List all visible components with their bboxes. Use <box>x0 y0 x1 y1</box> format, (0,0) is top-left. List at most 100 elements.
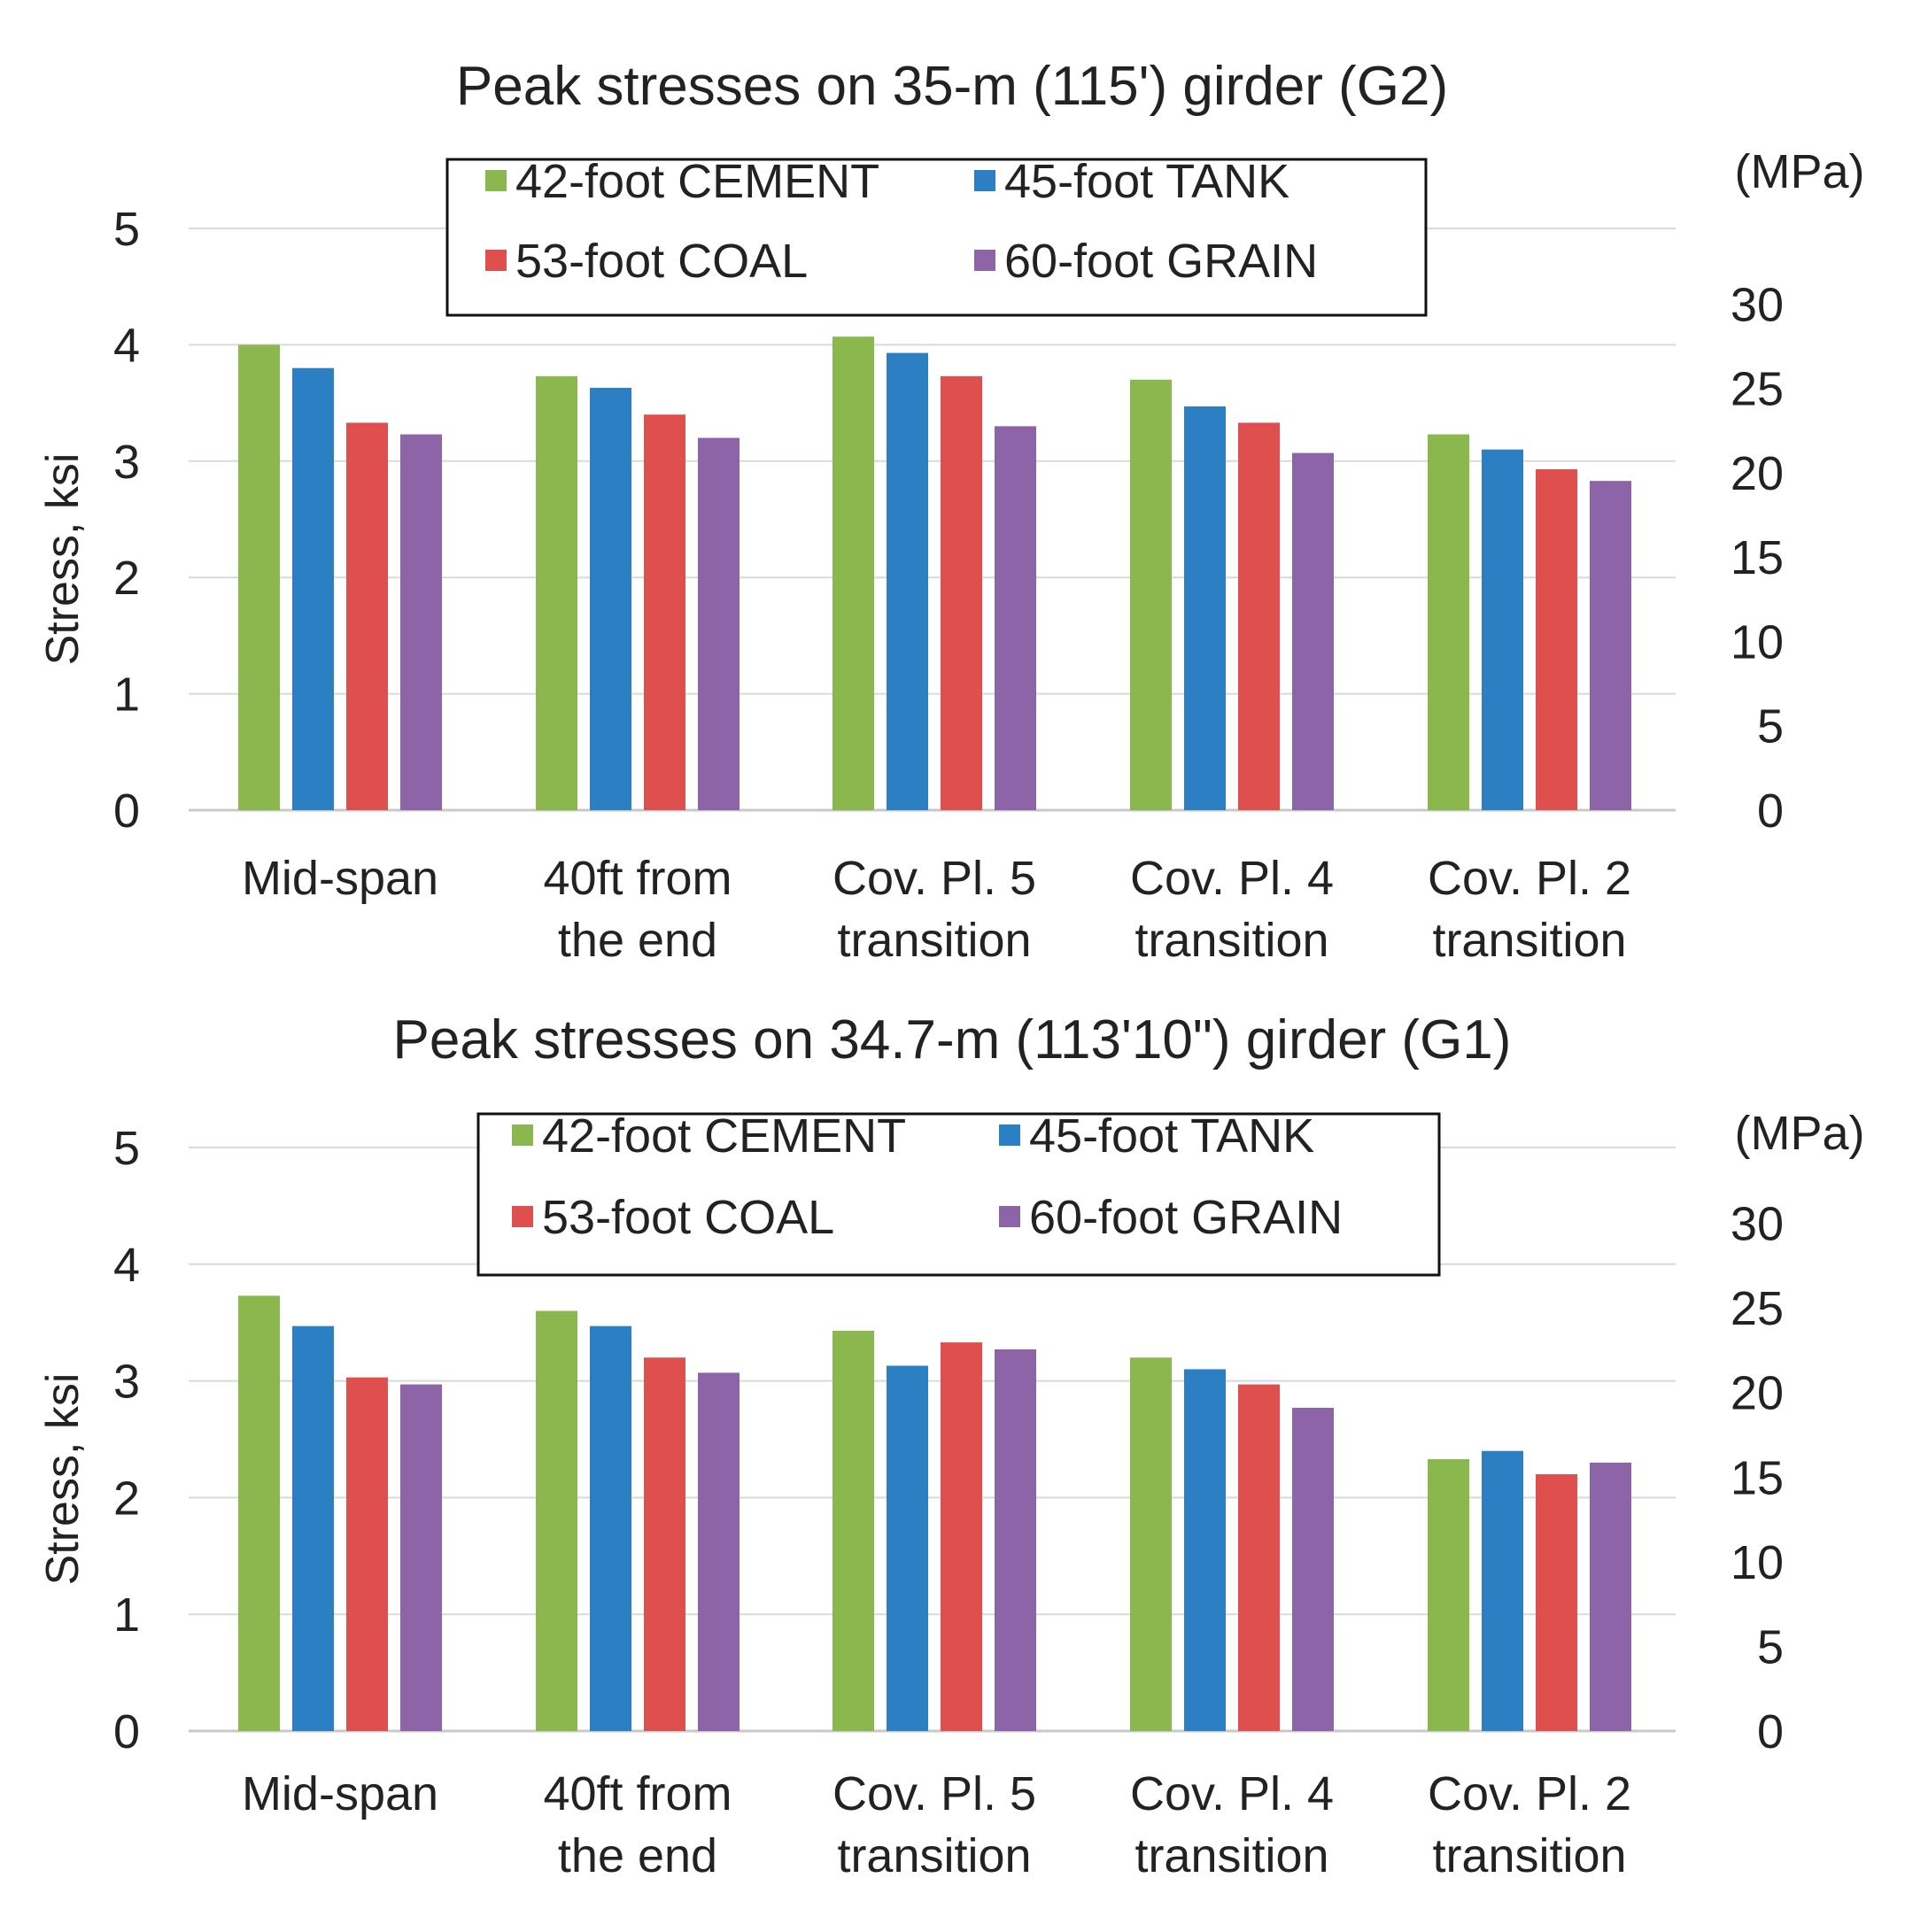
y-tick-label: 1 <box>113 668 140 722</box>
bar-53-foot-coal <box>644 414 685 810</box>
bar-45-foot-tank <box>590 388 631 810</box>
legend-entry-label: 53-foot COAL <box>515 235 808 288</box>
x-category-label: transition <box>1432 914 1626 967</box>
bar-45-foot-tank <box>292 367 334 810</box>
legend-entry-label: 53-foot COAL <box>542 1191 834 1244</box>
legend-entry-label: 60-foot GRAIN <box>1004 235 1318 288</box>
bar-60-foot-grain <box>1292 452 1334 810</box>
chart-panel-2: Peak stresses on 34.7-m (113'10") girder… <box>37 1009 1865 1882</box>
legend: 42-foot CEMENT 45-foot TANK 53-foot COAL 60… <box>445 155 1428 317</box>
x-category-label: Mid-span <box>242 852 438 905</box>
legend-box <box>445 158 1428 317</box>
secondary-axis-unit-label: (MPa) <box>1735 145 1865 198</box>
bar-45-foot-tank <box>1482 1450 1523 1731</box>
bar-45-foot-tank <box>1184 1369 1226 1731</box>
y-tick-label: 5 <box>113 1122 140 1175</box>
legend-entry-label: 45-foot TANK <box>1029 1109 1314 1163</box>
bar-42-foot-cement <box>536 1310 577 1731</box>
y-tick-label: 3 <box>113 1356 140 1409</box>
legend-swatch <box>974 170 995 191</box>
bar-42-foot-cement <box>238 344 280 810</box>
bar-60-foot-grain <box>698 437 740 810</box>
secondary-y-tick-label: 20 <box>1731 447 1784 500</box>
legend-box <box>476 1112 1441 1277</box>
bar-53-foot-coal <box>346 1377 388 1731</box>
bar-53-foot-coal <box>1238 1384 1280 1731</box>
x-category-label: transition <box>837 1829 1031 1882</box>
y-tick-label: 1 <box>113 1588 140 1642</box>
bar-45-foot-tank <box>1482 449 1523 810</box>
x-category-label: 40ft from <box>543 852 732 905</box>
y-axis-label: Stress, ksi <box>37 453 89 666</box>
bar-60-foot-grain <box>1590 481 1631 810</box>
y-axis-label: Stress, ksi <box>37 1373 89 1586</box>
y-tick-label: 2 <box>113 552 140 605</box>
bar-53-foot-coal <box>1536 1474 1577 1731</box>
legend-swatch <box>999 1206 1020 1227</box>
legend-entry-label: 42-foot CEMENT <box>542 1109 906 1163</box>
bar-53-foot-coal <box>941 375 982 810</box>
x-category-label: transition <box>837 914 1031 967</box>
y-tick-label: 3 <box>113 436 140 489</box>
y-tick-label: 0 <box>113 784 140 838</box>
bar-60-foot-grain <box>1590 1462 1631 1731</box>
x-category-label: Cov. Pl. 4 <box>1130 1767 1334 1820</box>
secondary-y-tick-label: 0 <box>1757 784 1784 838</box>
secondary-y-tick-label: 25 <box>1731 363 1784 416</box>
secondary-y-tick-label: 15 <box>1731 1451 1784 1504</box>
bar-45-foot-tank <box>1184 406 1226 810</box>
bar-42-foot-cement <box>1130 1357 1172 1731</box>
x-category-label: the end <box>558 914 717 967</box>
bar-53-foot-coal <box>346 422 388 810</box>
legend-entry-label: 42-foot CEMENT <box>515 155 879 208</box>
y-tick-label: 2 <box>113 1472 140 1525</box>
y-tick-label: 4 <box>113 1239 140 1292</box>
x-category-label: Cov. Pl. 5 <box>832 1767 1036 1820</box>
bar-53-foot-coal <box>1238 422 1280 810</box>
x-category-label: the end <box>558 1829 717 1882</box>
x-category-label: Cov. Pl. 4 <box>1130 852 1334 905</box>
chart-title: Peak stresses on 34.7-m (113'10") girder… <box>393 1009 1512 1070</box>
bar-45-foot-tank <box>590 1325 631 1731</box>
legend-swatch <box>974 250 995 271</box>
bar-42-foot-cement <box>1428 434 1469 810</box>
secondary-y-tick-label: 5 <box>1757 1620 1784 1673</box>
secondary-y-tick-label: 0 <box>1757 1705 1784 1758</box>
bar-42-foot-cement <box>536 375 577 810</box>
chart-title: Peak stresses on 35-m (115') girder (G2) <box>456 56 1448 117</box>
bar-42-foot-cement <box>832 1330 874 1731</box>
secondary-y-tick-label: 5 <box>1757 700 1784 753</box>
legend-swatch <box>485 170 507 191</box>
secondary-y-tick-label: 30 <box>1731 1198 1784 1251</box>
bar-45-foot-tank <box>887 1365 928 1731</box>
bar-42-foot-cement <box>238 1295 280 1731</box>
legend-swatch <box>512 1206 533 1227</box>
bar-53-foot-coal <box>941 1342 982 1731</box>
x-category-label: Mid-span <box>242 1767 438 1820</box>
chart-panel-1: Peak stresses on 35-m (115') girder (G2)… <box>37 56 1865 967</box>
bar-42-foot-cement <box>832 336 874 810</box>
bar-45-foot-tank <box>292 1325 334 1731</box>
secondary-y-tick-label: 30 <box>1731 278 1784 331</box>
bar-60-foot-grain <box>400 434 442 810</box>
secondary-y-tick-label: 10 <box>1731 615 1784 668</box>
legend-swatch <box>485 250 507 271</box>
secondary-y-tick-label: 25 <box>1731 1282 1784 1335</box>
legend-swatch <box>512 1124 533 1146</box>
bar-60-foot-grain <box>400 1384 442 1731</box>
legend: 42-foot CEMENT 45-foot TANK 53-foot COAL 60… <box>476 1109 1441 1277</box>
secondary-axis-unit-label: (MPa) <box>1735 1107 1865 1160</box>
bar-60-foot-grain <box>698 1372 740 1731</box>
x-category-label: Cov. Pl. 5 <box>832 852 1036 905</box>
x-category-label: transition <box>1432 1829 1626 1882</box>
bar-60-foot-grain <box>995 1349 1036 1731</box>
bar-45-foot-tank <box>887 352 928 810</box>
x-category-label: 40ft from <box>543 1767 732 1820</box>
bar-53-foot-coal <box>644 1357 685 1731</box>
x-category-label: transition <box>1134 914 1328 967</box>
bar-60-foot-grain <box>995 426 1036 810</box>
secondary-y-tick-label: 15 <box>1731 531 1784 584</box>
legend-entry-label: 60-foot GRAIN <box>1029 1191 1343 1244</box>
bar-42-foot-cement <box>1130 379 1172 810</box>
